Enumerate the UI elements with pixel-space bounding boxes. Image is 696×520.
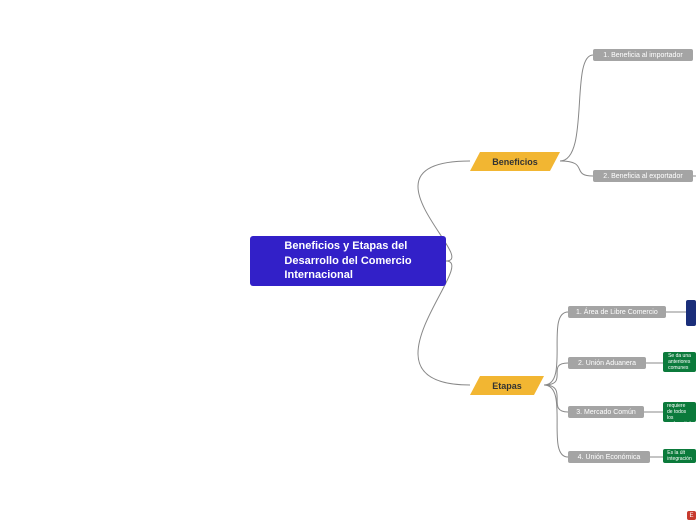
category-label: Etapas [470,376,544,395]
category-beneficios[interactable]: Beneficios [470,152,560,171]
category-label: Beneficios [470,152,560,171]
sub-node[interactable]: 4. Unión Económica [568,451,650,463]
red-corner-node[interactable]: E [687,511,696,520]
sub-node[interactable]: 1. Beneficia al importador [593,49,693,61]
category-etapas[interactable]: Etapas [470,376,544,395]
leaf-node[interactable] [686,300,696,326]
leaf-node[interactable]: Se da una anteriores comunes [663,352,696,372]
leaf-node[interactable]: Se requiere de todos los y el capital [663,402,696,422]
root-node[interactable]: Beneficios y Etapas del Desarrollo del C… [250,236,446,286]
root-label: Beneficios y Etapas del Desarrollo del C… [284,239,411,284]
sub-node[interactable]: 2. Beneficia al exportador [593,170,693,182]
sub-node[interactable]: 3. Mercado Común [568,406,644,418]
sub-node[interactable]: 1. Área de Libre Comercio [568,306,666,318]
sub-node[interactable]: 2. Unión Aduanera [568,357,646,369]
leaf-node[interactable]: Es la últ integración [663,449,696,463]
